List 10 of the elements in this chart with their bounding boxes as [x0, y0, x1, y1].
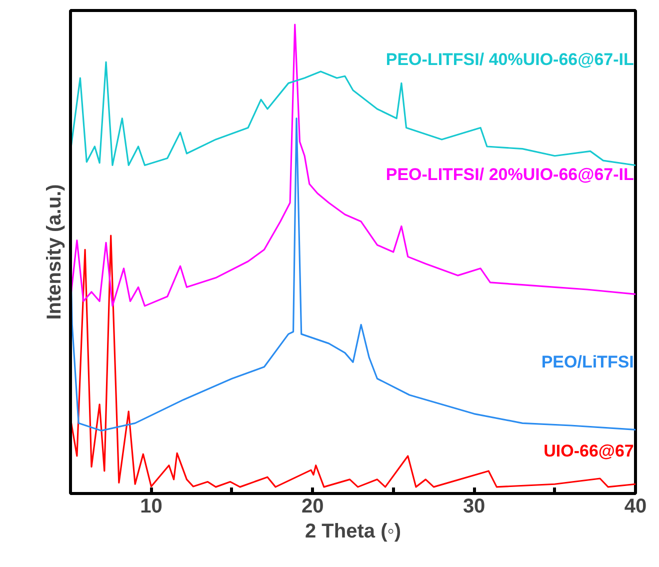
x-tick-label: 10 — [140, 496, 162, 518]
text: PEO-LITFSI/ 20%UIO-66@67-IL — [386, 165, 634, 184]
x-tick-label: 30 — [462, 496, 486, 518]
x-tick-label: 40 — [624, 496, 647, 518]
x-axis-title: 2 Theta (◦) — [305, 520, 402, 542]
text: PEO/LiTFSI — [541, 352, 634, 372]
x-tick-label: 20 — [302, 496, 324, 518]
y-axis-title: Intensity (a.u.) — [44, 184, 66, 320]
series-label: PEO-LITFSI/ 40%UIO-66@67-IL — [386, 50, 634, 70]
series-label: UIO-66@67 — [544, 442, 634, 461]
